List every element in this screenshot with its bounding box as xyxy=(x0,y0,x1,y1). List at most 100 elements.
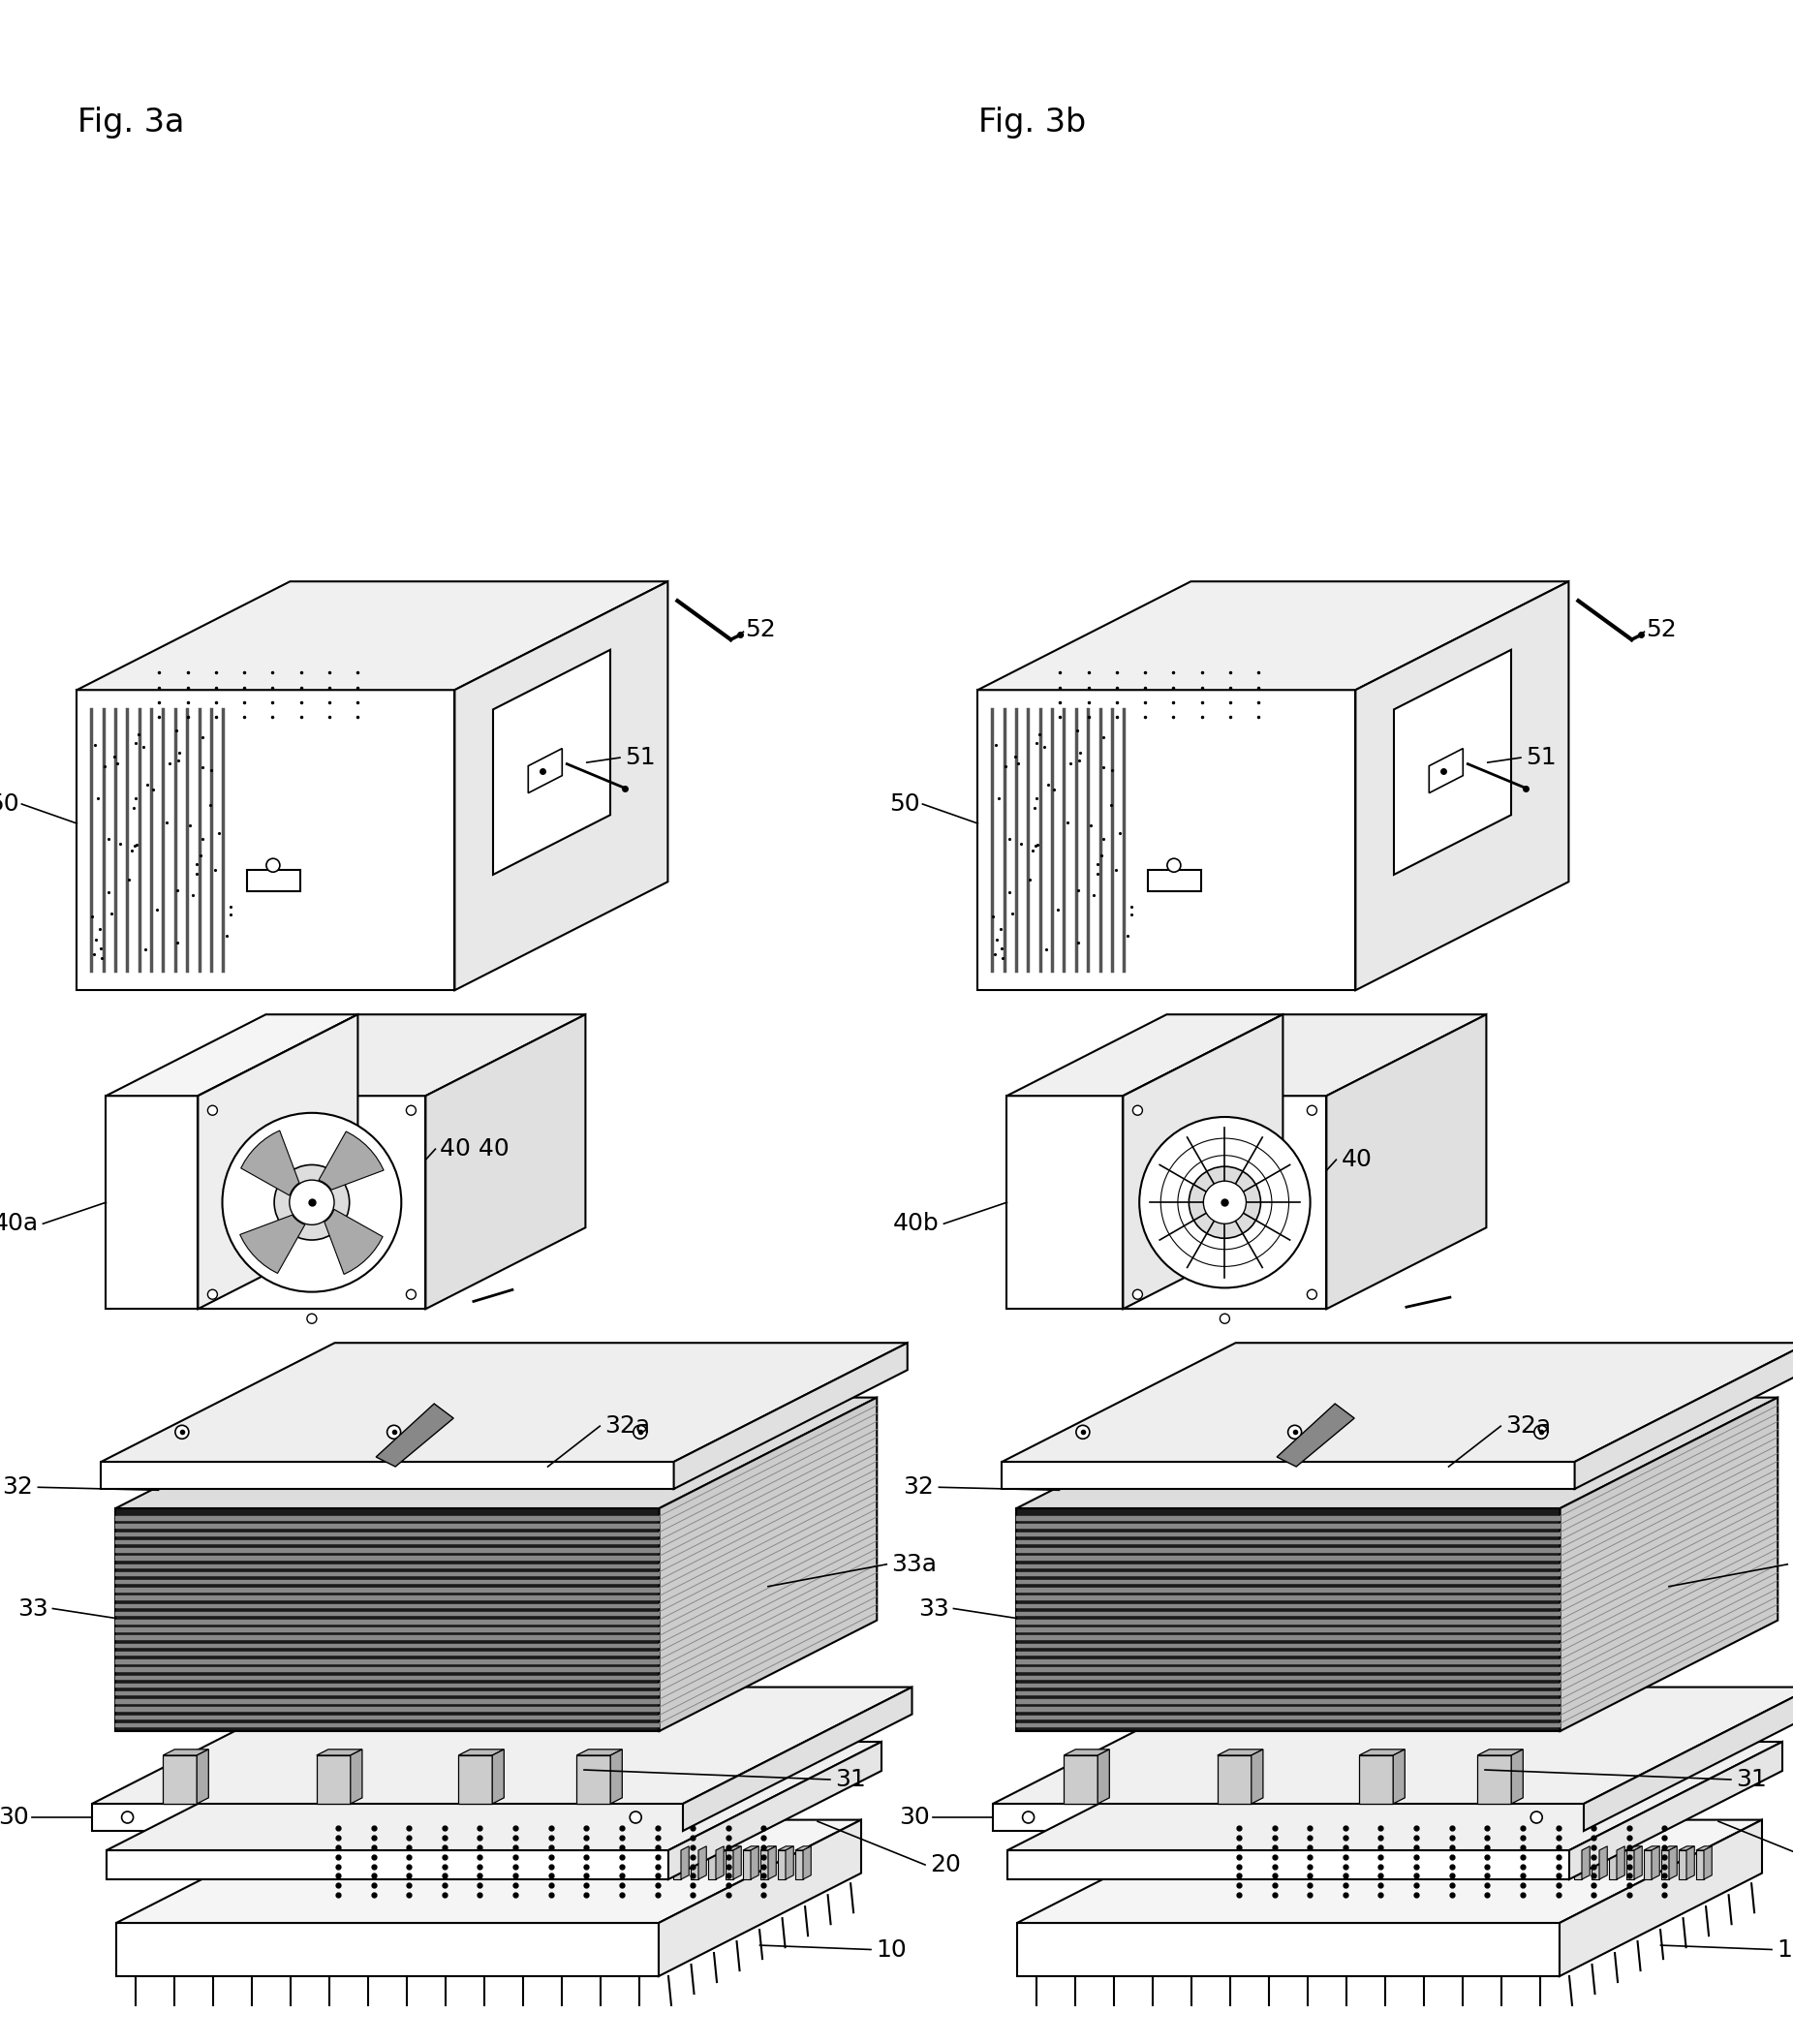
Text: 20: 20 xyxy=(931,1854,961,1876)
Polygon shape xyxy=(117,1690,660,1697)
Polygon shape xyxy=(672,1846,689,1850)
Polygon shape xyxy=(317,1756,350,1803)
Polygon shape xyxy=(993,1686,1793,1803)
Polygon shape xyxy=(240,1130,299,1196)
Text: 33: 33 xyxy=(18,1596,48,1621)
Polygon shape xyxy=(796,1850,803,1878)
Circle shape xyxy=(289,1179,333,1224)
Text: 32a: 32a xyxy=(1506,1414,1551,1437)
Polygon shape xyxy=(1574,1846,1590,1850)
Text: 51: 51 xyxy=(1526,746,1556,769)
Circle shape xyxy=(633,1425,647,1439)
Polygon shape xyxy=(1217,1756,1252,1803)
Text: 40b: 40b xyxy=(893,1212,940,1235)
Polygon shape xyxy=(1017,1699,1560,1703)
Polygon shape xyxy=(708,1850,715,1878)
Polygon shape xyxy=(117,1707,660,1711)
Polygon shape xyxy=(796,1846,810,1850)
Polygon shape xyxy=(1017,1555,1560,1560)
Polygon shape xyxy=(1017,1564,1560,1568)
Polygon shape xyxy=(1669,1846,1676,1878)
Circle shape xyxy=(387,1425,400,1439)
Text: 32a: 32a xyxy=(604,1414,651,1437)
Text: 33a: 33a xyxy=(891,1553,938,1576)
Polygon shape xyxy=(117,1580,660,1584)
Polygon shape xyxy=(1017,1588,1560,1592)
Polygon shape xyxy=(1017,1819,1763,1923)
Polygon shape xyxy=(767,1846,776,1878)
Text: 52: 52 xyxy=(746,617,776,642)
Polygon shape xyxy=(240,1214,305,1273)
Polygon shape xyxy=(1327,1014,1486,1308)
Polygon shape xyxy=(993,1803,1583,1831)
Polygon shape xyxy=(197,1750,208,1803)
Polygon shape xyxy=(1651,1846,1660,1878)
Polygon shape xyxy=(977,580,1569,691)
Polygon shape xyxy=(1017,1613,1560,1617)
Polygon shape xyxy=(1696,1846,1712,1850)
Polygon shape xyxy=(1359,1756,1393,1803)
Polygon shape xyxy=(1592,1850,1599,1878)
Circle shape xyxy=(1133,1290,1142,1300)
Polygon shape xyxy=(690,1846,706,1850)
Polygon shape xyxy=(197,1014,586,1096)
Circle shape xyxy=(629,1811,642,1823)
Polygon shape xyxy=(117,1398,877,1508)
Polygon shape xyxy=(1678,1846,1694,1850)
Polygon shape xyxy=(117,1635,660,1639)
Polygon shape xyxy=(715,1846,724,1878)
Circle shape xyxy=(208,1290,217,1300)
Circle shape xyxy=(1139,1116,1311,1288)
Polygon shape xyxy=(1017,1715,1560,1719)
Polygon shape xyxy=(742,1846,758,1850)
Polygon shape xyxy=(1008,1741,1782,1850)
Polygon shape xyxy=(1703,1846,1712,1878)
Text: 30: 30 xyxy=(0,1805,29,1829)
Polygon shape xyxy=(117,1539,660,1545)
Polygon shape xyxy=(1122,1096,1327,1308)
Circle shape xyxy=(208,1106,217,1116)
Polygon shape xyxy=(658,1819,861,1977)
Polygon shape xyxy=(377,1404,454,1468)
Polygon shape xyxy=(1017,1668,1560,1672)
Polygon shape xyxy=(760,1850,767,1878)
Polygon shape xyxy=(350,1750,362,1803)
Polygon shape xyxy=(117,1676,660,1680)
Polygon shape xyxy=(117,1517,660,1521)
Polygon shape xyxy=(117,1547,660,1553)
Polygon shape xyxy=(1356,580,1569,989)
Circle shape xyxy=(274,1165,350,1241)
Polygon shape xyxy=(1017,1398,1779,1508)
Text: 10: 10 xyxy=(875,1938,907,1960)
Polygon shape xyxy=(1017,1707,1560,1711)
Polygon shape xyxy=(425,1014,586,1308)
Text: 33: 33 xyxy=(918,1596,948,1621)
Polygon shape xyxy=(317,1750,362,1756)
Polygon shape xyxy=(1574,1850,1581,1878)
Polygon shape xyxy=(1662,1850,1669,1878)
Polygon shape xyxy=(1017,1605,1560,1609)
Polygon shape xyxy=(117,1619,660,1625)
Polygon shape xyxy=(1617,1846,1624,1878)
Circle shape xyxy=(1287,1425,1302,1439)
Polygon shape xyxy=(1097,1750,1110,1803)
Circle shape xyxy=(1022,1811,1035,1823)
Polygon shape xyxy=(1017,1676,1560,1680)
Polygon shape xyxy=(1008,1096,1122,1308)
Text: 40a: 40a xyxy=(0,1212,38,1235)
Polygon shape xyxy=(117,1588,660,1592)
Polygon shape xyxy=(117,1605,660,1609)
Polygon shape xyxy=(493,1750,504,1803)
Text: Fig. 3b: Fig. 3b xyxy=(979,106,1087,139)
Polygon shape xyxy=(1017,1723,1560,1727)
Circle shape xyxy=(1531,1811,1542,1823)
Polygon shape xyxy=(1008,1014,1284,1096)
Polygon shape xyxy=(91,1686,913,1803)
Polygon shape xyxy=(529,748,563,793)
Polygon shape xyxy=(1017,1627,1560,1631)
Polygon shape xyxy=(660,1398,877,1731)
Text: 10: 10 xyxy=(1777,1938,1793,1960)
Polygon shape xyxy=(751,1846,758,1878)
Polygon shape xyxy=(1148,871,1201,891)
Polygon shape xyxy=(690,1850,699,1878)
